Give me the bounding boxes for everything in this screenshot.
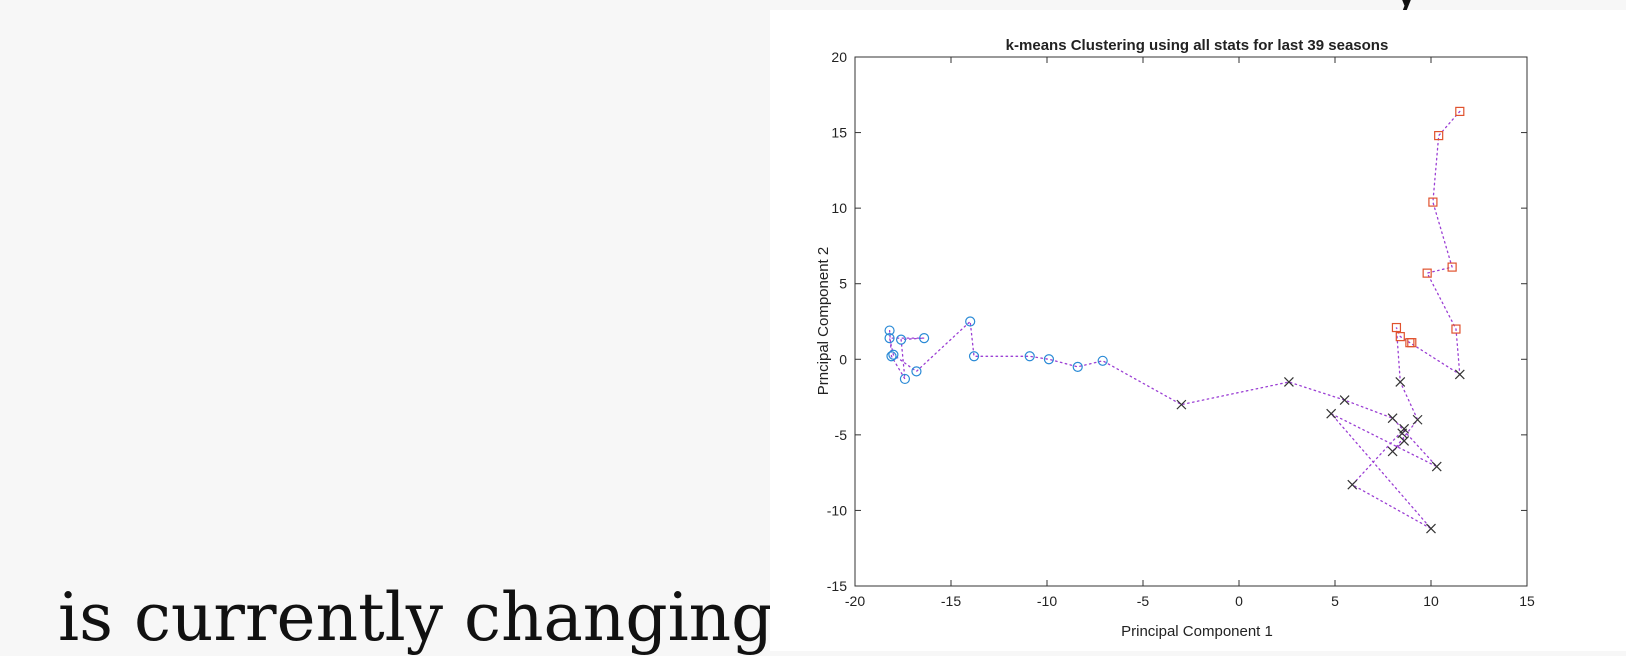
x-tick-label: -10 <box>1037 593 1057 609</box>
data-point-circle <box>968 351 980 362</box>
data-point-circle <box>884 333 895 344</box>
data-point-x <box>1431 461 1442 472</box>
axes-frame <box>854 56 1528 587</box>
data-point-x <box>1412 414 1423 425</box>
slide-caption: is currently changing <box>58 579 774 656</box>
data-point-x <box>1326 408 1337 419</box>
y-axis-label: Prncipal Component 2 <box>815 247 832 395</box>
y-tick-label: 20 <box>831 49 847 65</box>
data-point-square <box>1391 322 1402 333</box>
data-point-x <box>1454 369 1465 380</box>
data-point-square <box>1447 262 1457 272</box>
x-tick-label: -5 <box>1137 593 1150 609</box>
y-tick-label: 0 <box>839 351 847 367</box>
data-point-circle <box>884 325 895 336</box>
x-axis-label: Principal Component 1 <box>1121 623 1273 640</box>
y-tick-label: 5 <box>839 276 847 292</box>
y-tick-label: 15 <box>831 125 847 141</box>
x-tick-label: -20 <box>845 593 865 609</box>
data-point-circle <box>895 334 907 345</box>
data-point-circle <box>965 316 976 327</box>
data-point-circle <box>886 351 897 362</box>
data-point-x <box>1176 399 1187 410</box>
x-tick-label: 10 <box>1423 593 1439 609</box>
data-point-circle <box>911 366 922 377</box>
figure-panel: k-means Clustering using all stats for l… <box>770 10 1626 651</box>
data-point-circle <box>899 373 911 385</box>
data-point-x <box>1399 435 1410 446</box>
data-point-circle <box>919 333 930 344</box>
data-point-circle <box>1072 361 1083 372</box>
data-point-x <box>1283 377 1294 387</box>
x-tick-label: -15 <box>941 593 961 609</box>
data-point-x <box>1347 479 1358 490</box>
data-point-circle <box>1097 355 1108 366</box>
y-tick-label: -5 <box>835 427 848 443</box>
data-point-square <box>1407 338 1417 348</box>
data-point-x <box>1387 446 1398 457</box>
y-tick-label: -15 <box>827 578 847 594</box>
data-point-square <box>1395 332 1405 342</box>
x-tick-label: 5 <box>1331 593 1339 609</box>
y-tick-label: 10 <box>831 200 847 216</box>
data-point-circle <box>888 349 899 360</box>
data-point-square <box>1451 324 1461 334</box>
x-tick-label: 15 <box>1519 593 1535 609</box>
data-point-x <box>1399 423 1410 434</box>
data-point-square <box>1455 106 1465 117</box>
data-point-circle <box>1024 351 1035 362</box>
chart-title: k-means Clustering using all stats for l… <box>1006 37 1389 54</box>
x-tick-label: 0 <box>1235 593 1243 609</box>
data-point-x <box>1339 395 1350 406</box>
data-point-circle <box>1043 354 1055 365</box>
y-tick-label: -10 <box>827 502 847 518</box>
data-point-square <box>1422 268 1432 278</box>
data-point-square <box>1428 197 1438 207</box>
data-point-square <box>1434 130 1444 141</box>
scatter-chart: k-means Clustering using all stats for l… <box>815 37 1535 640</box>
connecting-path <box>888 110 1461 530</box>
data-point-x <box>1426 523 1436 534</box>
data-point-x <box>1387 413 1398 424</box>
data-point-x <box>1395 377 1406 387</box>
